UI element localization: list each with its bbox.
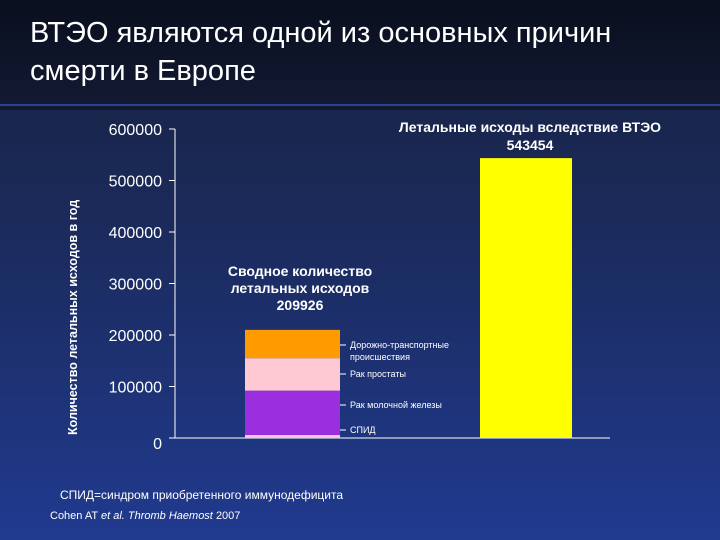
y-tick-label: 100000 (109, 380, 162, 397)
y-tick-label: 600000 (109, 122, 162, 139)
stacked-bar-segment (245, 390, 340, 435)
vte-bar-label: 543454 (507, 137, 554, 153)
footnote: СПИД=синдром приобретенного иммунодефици… (60, 488, 344, 502)
segment-annotation-label: Рак простаты (350, 369, 406, 379)
y-tick-label: 0 (153, 436, 162, 453)
citation: Cohen AT et al. Thromb Haemost 2007 (50, 510, 240, 522)
title-divider (0, 104, 720, 106)
stacked-bar-segment (245, 329, 340, 359)
segment-annotation-label: Дорожно-транспортные (350, 340, 449, 350)
y-tick-label: 500000 (109, 174, 162, 191)
title-bar (0, 0, 720, 110)
vte-bar-label: Летальные исходы вследствие ВТЭО (399, 119, 661, 135)
citation-year: 2007 (215, 510, 241, 522)
citation-authors: Cohen AT (50, 510, 101, 522)
citation-etal: et al. (100, 510, 125, 522)
stacked-bar-segment (245, 434, 340, 438)
vte-deaths-bar (480, 158, 572, 438)
stacked-bar-label: Сводное количество (228, 263, 372, 279)
slide-title: ВТЭО являются одной из основных причин с… (30, 17, 612, 87)
y-tick-label: 400000 (109, 225, 162, 242)
y-tick-label: 300000 (109, 277, 162, 294)
citation-journal: Thromb Haemost (127, 510, 213, 522)
stacked-bar-segment (245, 358, 340, 391)
stacked-bar-label: летальных исходов (231, 280, 370, 296)
stacked-bar-label: 209926 (277, 297, 324, 313)
y-tick-label: 200000 (109, 328, 162, 345)
segment-annotation-label: Рак молочной железы (350, 400, 442, 410)
segment-annotation-label: происшествия (350, 352, 410, 362)
segment-annotation-label: СПИД (350, 425, 376, 435)
